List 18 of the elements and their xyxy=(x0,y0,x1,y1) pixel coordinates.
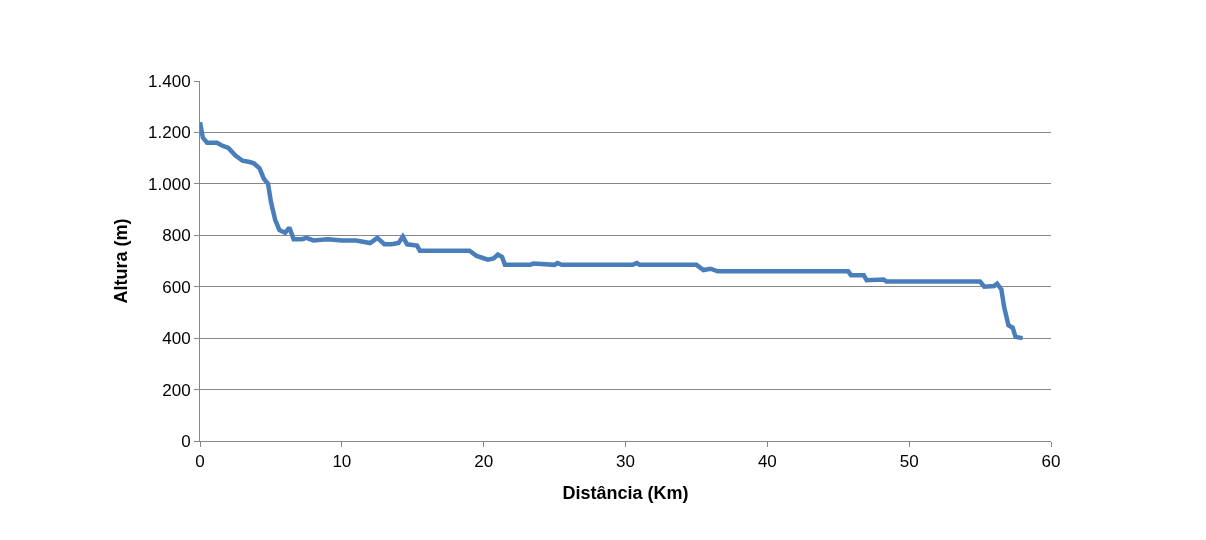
x-tick-label: 50 xyxy=(899,452,919,472)
line-series xyxy=(200,119,1025,341)
y-tick-label: 1.400 xyxy=(148,71,191,91)
x-axis-title: Distância (Km) xyxy=(562,482,689,503)
x-tick-label: 30 xyxy=(616,452,635,472)
x-tick-label: 0 xyxy=(195,452,205,472)
y-tick-label: 600 xyxy=(162,277,191,297)
x-tick-label: 10 xyxy=(332,452,352,472)
y-tick-label: 200 xyxy=(162,380,191,400)
y-tick-label: 400 xyxy=(162,329,191,349)
y-axis-title: Altura (m) xyxy=(111,218,132,304)
y-tick-label: 1.000 xyxy=(148,174,191,194)
x-tick-label: 40 xyxy=(757,452,777,472)
x-tick-label: 20 xyxy=(474,452,494,472)
x-tick-label: 60 xyxy=(1041,452,1061,472)
y-tick-label: 1.200 xyxy=(148,123,191,143)
y-tick-label: 0 xyxy=(181,431,191,451)
y-tick-label: 800 xyxy=(162,226,191,246)
